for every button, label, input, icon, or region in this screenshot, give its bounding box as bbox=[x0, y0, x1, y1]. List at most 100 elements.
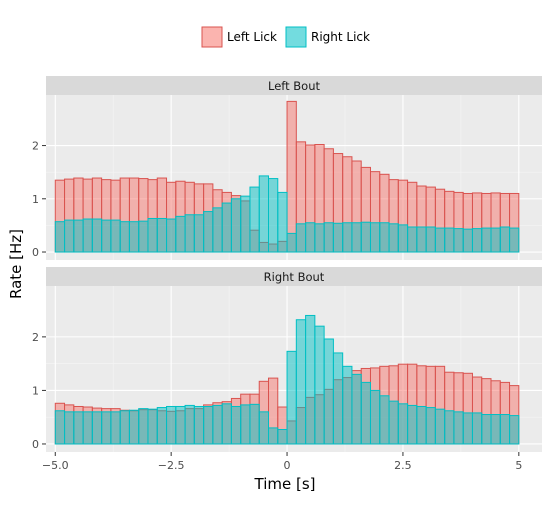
bar-right-bout-right-lick bbox=[91, 411, 103, 445]
x-tick-label: −5.0 bbox=[42, 459, 69, 472]
bar-right-bout-right-lick bbox=[453, 411, 464, 445]
bar-left-bout-right-lick bbox=[258, 175, 270, 253]
bar-right-bout-right-lick bbox=[499, 414, 511, 445]
bar-right-bout-right-lick bbox=[147, 408, 158, 445]
bar-right-bout-right-lick bbox=[481, 414, 492, 445]
bar-left-bout-right-lick bbox=[342, 222, 353, 253]
bar-left-bout-right-lick bbox=[166, 218, 177, 253]
bar-right-bout-right-lick bbox=[101, 411, 112, 445]
bar-left-bout-right-lick bbox=[462, 228, 473, 253]
bar-right-bout-right-lick bbox=[258, 411, 270, 445]
bar-left-bout-right-lick bbox=[509, 227, 520, 253]
bar-right-bout-right-lick bbox=[54, 410, 66, 445]
panel-left-bout: Left Bout 0 1 2 bbox=[32, 76, 542, 260]
bar-right-bout-right-lick bbox=[268, 427, 279, 445]
bar-left-bout-right-lick bbox=[490, 227, 501, 253]
bar-left-bout-right-lick bbox=[314, 223, 325, 253]
bar-right-bout-right-lick bbox=[509, 415, 520, 445]
bar-right-bout-right-lick bbox=[138, 408, 149, 445]
bar-left-bout-left-lick bbox=[286, 100, 297, 253]
bar-left-bout-right-lick bbox=[249, 186, 260, 253]
y-tick-label: 2 bbox=[32, 140, 39, 153]
x-tick-label: 0 bbox=[284, 459, 291, 472]
bar-right-bout-right-lick bbox=[379, 395, 390, 445]
bar-left-bout-right-lick bbox=[73, 219, 84, 253]
bar-left-bout-right-lick bbox=[499, 226, 511, 253]
bar-right-bout-right-lick bbox=[490, 414, 501, 445]
y-tick-label: 2 bbox=[32, 331, 39, 344]
bars-left-bout-right-lick bbox=[54, 175, 520, 253]
bar-right-bout-right-lick bbox=[277, 429, 288, 445]
bar-right-bout-right-lick bbox=[305, 314, 316, 445]
bar-right-bout-right-lick bbox=[416, 405, 427, 445]
y-tick-label: 0 bbox=[32, 438, 39, 451]
bar-left-bout-right-lick bbox=[434, 227, 446, 253]
bar-right-bout-right-lick bbox=[230, 405, 242, 445]
y-tick-label: 1 bbox=[32, 384, 39, 397]
bar-left-bout-right-lick bbox=[305, 222, 316, 253]
strip-label-right-bout: Right Bout bbox=[264, 270, 325, 284]
bar-left-bout-right-lick bbox=[156, 217, 168, 253]
bar-left-bout-right-lick bbox=[54, 221, 66, 253]
x-tick-label: 2.5 bbox=[394, 459, 412, 472]
x-tick-label: −2.5 bbox=[158, 459, 185, 472]
bar-right-bout-right-lick bbox=[360, 381, 371, 445]
bar-right-bout-right-lick bbox=[175, 405, 186, 445]
bar-right-bout-right-lick bbox=[156, 407, 168, 445]
bar-left-bout-right-lick bbox=[119, 221, 130, 253]
y-axis-right-bout: 0 1 2 bbox=[32, 331, 46, 451]
legend-key-right-lick bbox=[285, 26, 307, 48]
x-axis-title: Time [s] bbox=[254, 475, 316, 493]
bar-right-bout-right-lick bbox=[471, 412, 483, 445]
bar-right-bout-right-lick bbox=[212, 404, 223, 445]
legend-label-left-lick: Left Lick bbox=[227, 30, 277, 44]
bar-right-bout-right-lick bbox=[193, 405, 205, 445]
bar-right-bout-right-lick bbox=[351, 373, 362, 445]
bar-left-bout-right-lick bbox=[397, 224, 409, 253]
x-axis: −5.0 −2.5 0 2.5 5 bbox=[42, 452, 522, 472]
bar-left-bout-right-lick bbox=[295, 223, 307, 253]
bar-right-bout-right-lick bbox=[240, 404, 251, 445]
strip-left-bout bbox=[46, 76, 542, 95]
bar-left-bout-right-lick bbox=[277, 191, 288, 253]
bar-left-bout-right-lick bbox=[138, 220, 149, 253]
legend-label-right-lick: Right Lick bbox=[311, 30, 370, 44]
bar-right-bout-right-lick bbox=[184, 404, 195, 445]
bar-right-bout-right-lick bbox=[73, 411, 84, 445]
bar-left-bout-right-lick bbox=[407, 226, 418, 253]
bar-right-bout-right-lick bbox=[295, 319, 307, 445]
strip-label-left-bout: Left Bout bbox=[268, 79, 321, 93]
bar-left-bout-right-lick bbox=[323, 222, 334, 253]
bar-left-bout-right-lick bbox=[332, 222, 344, 253]
bar-right-bout-right-lick bbox=[82, 411, 93, 445]
bar-right-bout-right-lick bbox=[203, 405, 214, 445]
bar-left-bout-right-lick bbox=[481, 227, 492, 253]
panel-right-bout: Right Bout 0 1 2 bbox=[32, 267, 542, 452]
bar-right-bout-right-lick bbox=[166, 405, 177, 445]
bar-left-bout-right-lick bbox=[268, 178, 279, 253]
bar-left-bout-right-lick bbox=[351, 222, 362, 253]
x-tick-label: 5 bbox=[515, 459, 522, 472]
bar-right-bout-right-lick bbox=[323, 338, 334, 445]
y-axis-title: Rate [Hz] bbox=[7, 229, 25, 299]
bar-right-bout-right-lick bbox=[397, 403, 409, 445]
bar-right-bout-right-lick bbox=[249, 403, 260, 445]
bar-right-bout-right-lick bbox=[388, 400, 399, 445]
bar-left-bout-right-lick bbox=[369, 222, 381, 253]
bar-left-bout-right-lick bbox=[175, 215, 186, 253]
legend: Left Lick Right Lick bbox=[201, 26, 370, 48]
bar-right-bout-right-lick bbox=[407, 404, 418, 445]
bar-left-bout-right-lick bbox=[471, 228, 483, 253]
bar-left-bout-right-lick bbox=[379, 222, 390, 253]
bar-right-bout-right-lick bbox=[119, 410, 130, 445]
bar-right-bout-right-lick bbox=[434, 408, 446, 445]
bar-left-bout-right-lick bbox=[82, 218, 93, 253]
y-axis-left-bout: 0 1 2 bbox=[32, 140, 46, 259]
bar-right-bout-right-lick bbox=[110, 411, 121, 445]
bar-left-bout-right-lick bbox=[203, 211, 214, 253]
y-tick-label: 0 bbox=[32, 246, 39, 259]
bar-left-bout-right-lick bbox=[64, 219, 75, 253]
bar-left-bout-right-lick bbox=[416, 226, 427, 253]
bar-right-bout-right-lick bbox=[369, 389, 381, 445]
